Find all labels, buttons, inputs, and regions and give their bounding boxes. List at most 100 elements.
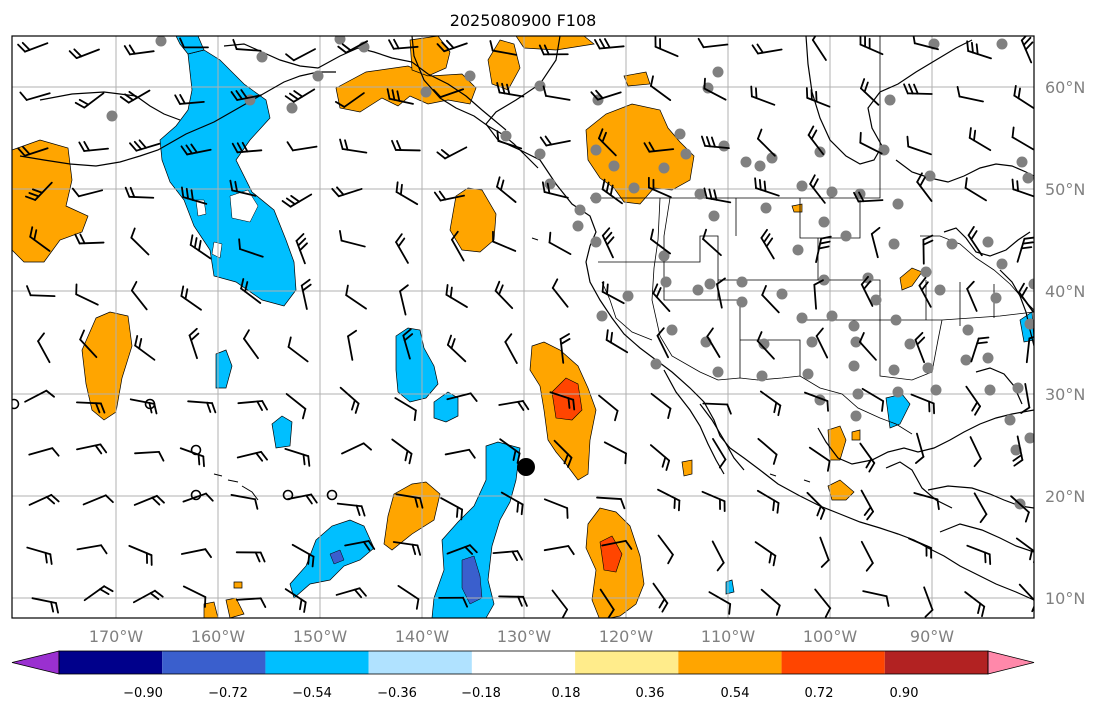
station-dot — [983, 237, 994, 248]
station-dot — [905, 339, 916, 350]
station-dot — [623, 291, 634, 302]
colorbar-tick-label: −0.90 — [123, 686, 163, 701]
colorbar-swatch — [782, 651, 885, 674]
station-dot — [693, 285, 704, 296]
colorbar-extend-low — [12, 651, 59, 674]
station-dot — [935, 285, 946, 296]
station-dot — [819, 217, 830, 228]
station-dot — [755, 161, 766, 172]
station-dot — [107, 111, 118, 122]
station-dot — [713, 67, 724, 78]
station-dot — [597, 311, 608, 322]
station-dot — [807, 337, 818, 348]
colorbar-swatch — [265, 651, 368, 674]
station-dot — [879, 145, 890, 156]
colorbar-tick-label: 0.54 — [721, 686, 750, 701]
colorbar-swatch — [885, 651, 988, 674]
station-dot — [1017, 157, 1028, 168]
station-dot — [851, 411, 862, 422]
station-dot — [629, 183, 640, 194]
colorbar-tick-label: 0.36 — [636, 686, 665, 701]
station-dot — [465, 71, 476, 82]
station-dot — [575, 205, 586, 216]
station-dot — [893, 199, 904, 210]
station-dot — [695, 189, 706, 200]
lat-label: 60°N — [1045, 78, 1085, 97]
station-dot — [335, 34, 346, 45]
lon-label: 120°W — [599, 627, 654, 646]
colorbar-tick-label: −0.72 — [208, 686, 248, 701]
station-dot — [797, 313, 808, 324]
lon-label: 170°W — [89, 627, 144, 646]
station-dot — [661, 277, 672, 288]
lat-label: 10°N — [1045, 589, 1085, 608]
map-panel — [10, 32, 1041, 620]
station-dot — [545, 179, 556, 190]
lon-label: 160°W — [191, 627, 246, 646]
station-dot — [1005, 415, 1016, 426]
lon-label: 90°W — [910, 627, 954, 646]
station-dot — [961, 355, 972, 366]
station-dot — [713, 367, 724, 378]
station-dot — [313, 71, 324, 82]
station-dot — [681, 149, 692, 160]
station-dot — [591, 145, 602, 156]
lat-label: 40°N — [1045, 282, 1085, 301]
colorbar-tick-label: −0.54 — [292, 686, 332, 701]
colorbar-swatch — [575, 651, 678, 674]
station-dot — [815, 147, 826, 158]
colorbar-extend-high — [988, 651, 1034, 674]
station-dot — [675, 129, 686, 140]
station-dot — [767, 153, 778, 164]
station-dot — [893, 387, 904, 398]
station-dot — [1023, 173, 1034, 184]
station-dot — [849, 361, 860, 372]
lon-label: 110°W — [701, 627, 756, 646]
station-dot — [741, 157, 752, 168]
colorbar-swatch — [472, 651, 575, 674]
station-dot — [997, 259, 1008, 270]
station-dot — [853, 389, 864, 400]
station-dot — [997, 39, 1008, 50]
lon-label: 150°W — [293, 627, 348, 646]
station-dot — [891, 315, 902, 326]
station-dot — [819, 275, 830, 286]
station-dot — [709, 211, 720, 222]
station-dot — [827, 311, 838, 322]
station-dot — [849, 321, 860, 332]
station-dot — [963, 325, 974, 336]
colorbar-tick-label: −0.18 — [461, 686, 501, 701]
lon-label: 130°W — [497, 627, 552, 646]
station-dot — [667, 325, 678, 336]
station-dot — [591, 193, 602, 204]
storm-center-marker — [517, 458, 535, 476]
station-dot — [991, 293, 1002, 304]
station-dot — [737, 277, 748, 288]
station-dot — [421, 87, 432, 98]
station-dot — [287, 103, 298, 114]
station-dot — [925, 171, 936, 182]
station-dot — [737, 297, 748, 308]
latitude-labels: 60°N 50°N 40°N 30°N 20°N 10°N — [1045, 78, 1085, 608]
lon-label: 100°W — [803, 627, 858, 646]
station-dot — [1013, 383, 1024, 394]
station-dot — [947, 239, 958, 250]
longitude-labels: 170°W 160°W 150°W 140°W 130°W 120°W 110°… — [89, 627, 954, 646]
colorbar-tick-label: 0.18 — [552, 686, 581, 701]
station-dot — [803, 369, 814, 380]
station-dot — [573, 221, 584, 232]
station-dot — [156, 36, 167, 47]
station-dot — [777, 289, 788, 300]
colorbar-swatch — [162, 651, 265, 674]
station-dot — [761, 203, 772, 214]
station-dot — [889, 365, 900, 376]
station-dot — [827, 187, 838, 198]
lon-label: 140°W — [395, 627, 450, 646]
colorbar-tick-label: −0.36 — [377, 686, 417, 701]
colorbar-tick-label: 0.90 — [890, 686, 919, 701]
ocean-background — [12, 36, 1034, 618]
lat-label: 30°N — [1045, 385, 1085, 404]
colorbar-ticks: −0.90 −0.72 −0.54 −0.36 −0.18 0.18 0.36 … — [123, 686, 918, 701]
